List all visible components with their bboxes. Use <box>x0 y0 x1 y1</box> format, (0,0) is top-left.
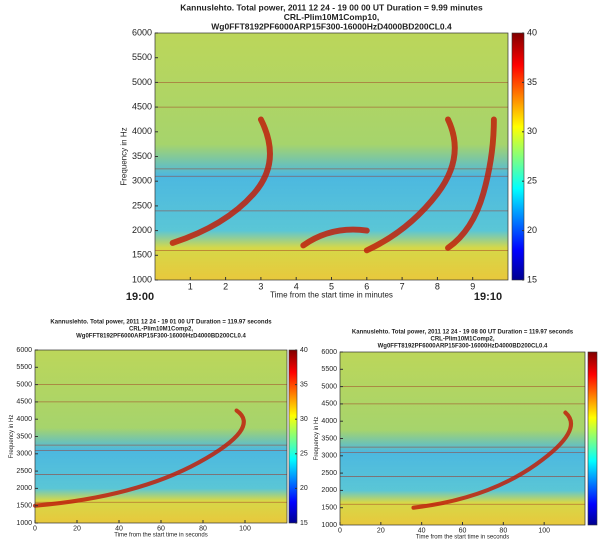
chart-title: CRL-Plim10M1Comp10, <box>284 12 379 22</box>
y-tick-label: 4500 <box>132 101 152 111</box>
colorbar-tick-label: 40 <box>527 27 537 37</box>
x-tick-label: 1 <box>188 282 193 292</box>
y-tick-label: 3500 <box>132 151 152 161</box>
colorbar <box>288 349 298 524</box>
x-tick-label: 6 <box>364 282 369 292</box>
x-tick-label: 4 <box>294 282 299 292</box>
colorbar-tick-label: 15 <box>527 274 537 284</box>
y-tick-label: 2000 <box>321 487 337 494</box>
emission-trace <box>445 116 497 251</box>
y-tick-label: 4000 <box>16 416 32 423</box>
y-tick-label: 6000 <box>321 349 337 356</box>
y-tick-label: 2000 <box>16 485 32 492</box>
colorbar-tick-label: 25 <box>527 176 537 186</box>
x-tick-label: 100 <box>538 527 550 534</box>
y-tick-label: 1000 <box>16 520 32 527</box>
y-tick-label: 3500 <box>321 435 337 442</box>
chart-title: Kannuslehto. Total power, 2011 12 24 - 1… <box>180 2 483 12</box>
x-tick-label: 5 <box>329 282 334 292</box>
x-tick-label: 60 <box>459 527 467 534</box>
y-tick-label: 1000 <box>132 274 152 284</box>
x-tick-label: 3 <box>258 282 263 292</box>
x-tick-label: 0 <box>338 527 342 534</box>
x-tick-label: 80 <box>199 525 207 532</box>
y-tick-label: 5000 <box>132 77 152 87</box>
y-axis-label: Frequency in Hz <box>314 417 320 461</box>
x-tick-label: 9 <box>470 282 475 292</box>
x-tick-label: 8 <box>435 282 440 292</box>
x-tick-label: 2 <box>223 282 228 292</box>
colorbar-tick-label: 30 <box>527 126 537 136</box>
colorbar-tick-label: 20 <box>527 225 537 235</box>
x-tick-label: 0 <box>33 525 37 532</box>
colorbar-tick-label: 35 <box>527 77 537 87</box>
time-annotation: 19:10 <box>474 291 502 303</box>
y-tick-label: 3000 <box>16 451 32 458</box>
colorbar-tick-label: 25 <box>300 451 308 458</box>
y-tick-label: 4000 <box>132 126 152 136</box>
y-tick-label: 5500 <box>321 366 337 373</box>
y-tick-label: 4000 <box>321 418 337 425</box>
y-axis-label: Frequency in Hz <box>9 415 15 459</box>
y-tick-label: 1500 <box>132 250 152 260</box>
y-tick-label: 5500 <box>16 364 32 371</box>
x-tick-label: 20 <box>377 527 385 534</box>
y-tick-label: 2500 <box>321 470 337 477</box>
y-tick-label: 2000 <box>132 225 152 235</box>
x-axis-label: Time from the start time in seconds <box>114 532 207 538</box>
y-axis-label: Frequency in Hz <box>120 127 129 185</box>
emission-trace <box>363 116 458 254</box>
chart-title: Wg0FFT8192PF6000ARP15F300-16000HzD4000BD… <box>378 344 548 350</box>
x-tick-label: 20 <box>73 525 81 532</box>
y-tick-label: 5000 <box>16 381 32 388</box>
chart-title: CRL-Plim10M1Comp2, <box>430 337 494 343</box>
colorbar-tick-label: 30 <box>300 416 308 423</box>
y-tick-label: 4500 <box>321 401 337 408</box>
colorbar-tick-label: 15 <box>300 520 308 527</box>
y-tick-label: 6000 <box>16 347 32 354</box>
y-tick-label: 4500 <box>16 399 32 406</box>
x-tick-label: 7 <box>400 282 405 292</box>
y-tick-label: 6000 <box>132 27 152 37</box>
x-tick-label: 40 <box>115 525 123 532</box>
chart-title: Wg0FFT8192PF6000ARP15F300-16000HzD4000BD… <box>211 21 452 31</box>
x-tick-label: 100 <box>239 525 251 532</box>
colorbar-tick-label: 40 <box>300 347 308 354</box>
colorbar <box>511 32 525 281</box>
spectrogram-image <box>340 352 585 525</box>
y-tick-label: 3000 <box>321 453 337 460</box>
x-axis-label: Time from the start time in seconds <box>416 534 509 540</box>
emission-trace <box>411 410 573 510</box>
x-tick-label: 60 <box>157 525 165 532</box>
chart-title: Kannuslehto. Total power, 2011 12 24 - 1… <box>50 320 272 326</box>
emission-trace <box>32 408 246 508</box>
emission-trace <box>300 226 370 249</box>
y-tick-label: 1500 <box>321 505 337 512</box>
colorbar-tick-label: 20 <box>300 485 308 492</box>
x-axis-label: Time from the start time in minutes <box>270 290 393 299</box>
y-tick-label: 3500 <box>16 433 32 440</box>
x-tick-label: 80 <box>499 527 507 534</box>
emission-trace <box>169 116 273 246</box>
y-tick-label: 2500 <box>16 468 32 475</box>
chart-title: CRL-Plim10M1Comp2, <box>129 327 193 333</box>
colorbar <box>587 351 598 526</box>
y-tick-label: 1000 <box>321 522 337 529</box>
x-tick-label: 40 <box>418 527 426 534</box>
y-tick-label: 1500 <box>16 503 32 510</box>
spectrogram-image <box>35 350 287 523</box>
colorbar-tick-label: 35 <box>300 381 308 388</box>
y-tick-label: 2500 <box>132 200 152 210</box>
chart-title: Kannuslehto. Total power, 2011 12 24 - 1… <box>352 330 574 336</box>
time-annotation: 19:00 <box>126 291 154 303</box>
chart-title: Wg0FFT8192PF6000ARP15F300-16000HzD4000BD… <box>76 334 246 340</box>
y-tick-label: 5500 <box>132 52 152 62</box>
spectrogram-image <box>155 33 508 280</box>
y-tick-label: 3000 <box>132 176 152 186</box>
y-tick-label: 5000 <box>321 383 337 390</box>
